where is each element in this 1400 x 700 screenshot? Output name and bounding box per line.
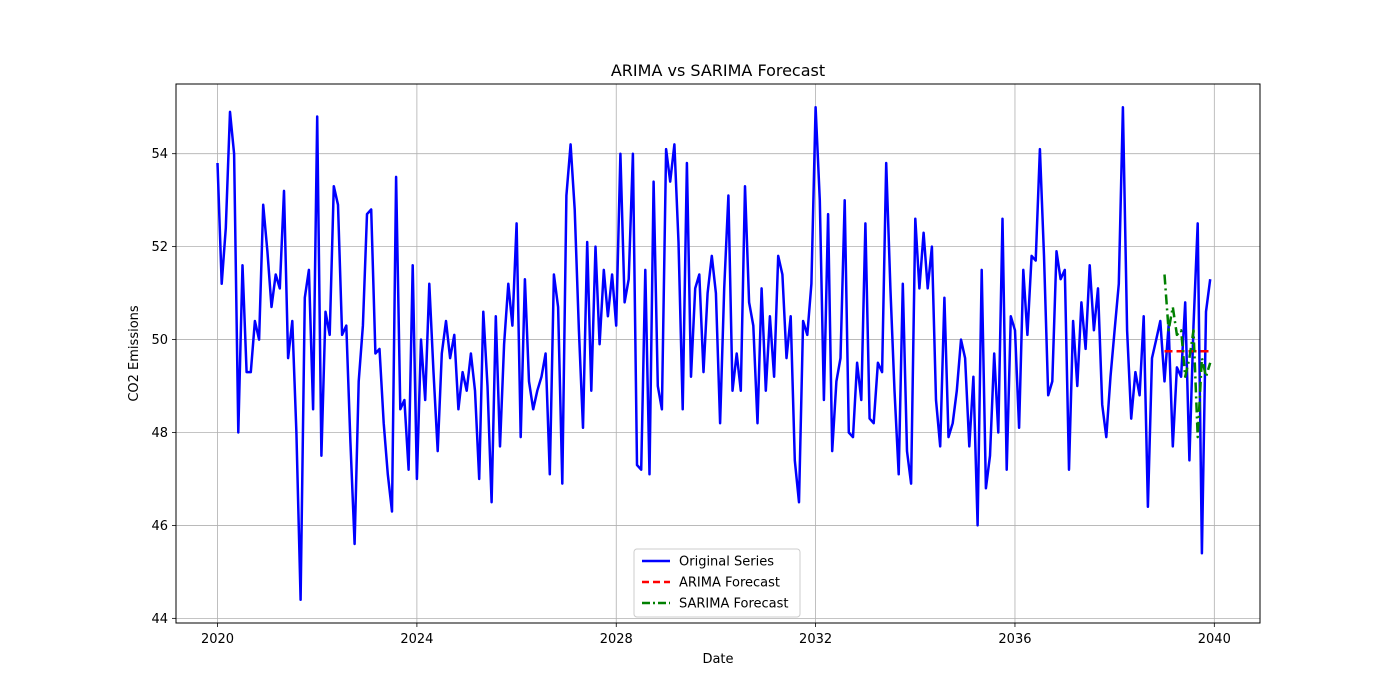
x-tick-label: 2032 bbox=[799, 632, 832, 647]
axes-frame bbox=[175, 83, 1261, 624]
legend-label-sarima-forecast: SARIMA Forecast bbox=[679, 597, 789, 612]
x-tick-label: 2020 bbox=[201, 632, 234, 647]
y-tick-label: 46 bbox=[151, 519, 168, 534]
x-axis: 2020 2024 2028 2032 2036 2040 bbox=[201, 623, 1231, 647]
series-line-sarima-forecast bbox=[1163, 274, 1212, 439]
x-tick-label: 2036 bbox=[998, 632, 1031, 647]
series-line-original-series bbox=[216, 105, 1212, 602]
x-tick-label: 2028 bbox=[600, 632, 633, 647]
x-tick-label: 2040 bbox=[1198, 632, 1231, 647]
x-tick-label: 2024 bbox=[400, 632, 433, 647]
y-tick-label: 52 bbox=[151, 240, 168, 255]
y-tick-label: 50 bbox=[151, 333, 168, 348]
series-group bbox=[216, 105, 1212, 602]
legend: Original Series ARIMA Forecast SARIMA Fore… bbox=[633, 548, 801, 618]
chart-title: ARIMA vs SARIMA Forecast bbox=[611, 61, 825, 80]
y-tick-label: 44 bbox=[151, 612, 168, 627]
legend-box bbox=[633, 548, 801, 618]
y-tick-label: 54 bbox=[151, 147, 168, 162]
x-axis-label: Date bbox=[702, 652, 733, 667]
legend-label-original-series: Original Series bbox=[679, 555, 774, 570]
y-axis: 44 46 48 50 52 54 bbox=[151, 147, 176, 627]
legend-label-arima-forecast: ARIMA Forecast bbox=[679, 576, 780, 591]
y-axis-label: CO2 Emissions bbox=[127, 305, 142, 402]
y-tick-label: 48 bbox=[151, 426, 168, 441]
